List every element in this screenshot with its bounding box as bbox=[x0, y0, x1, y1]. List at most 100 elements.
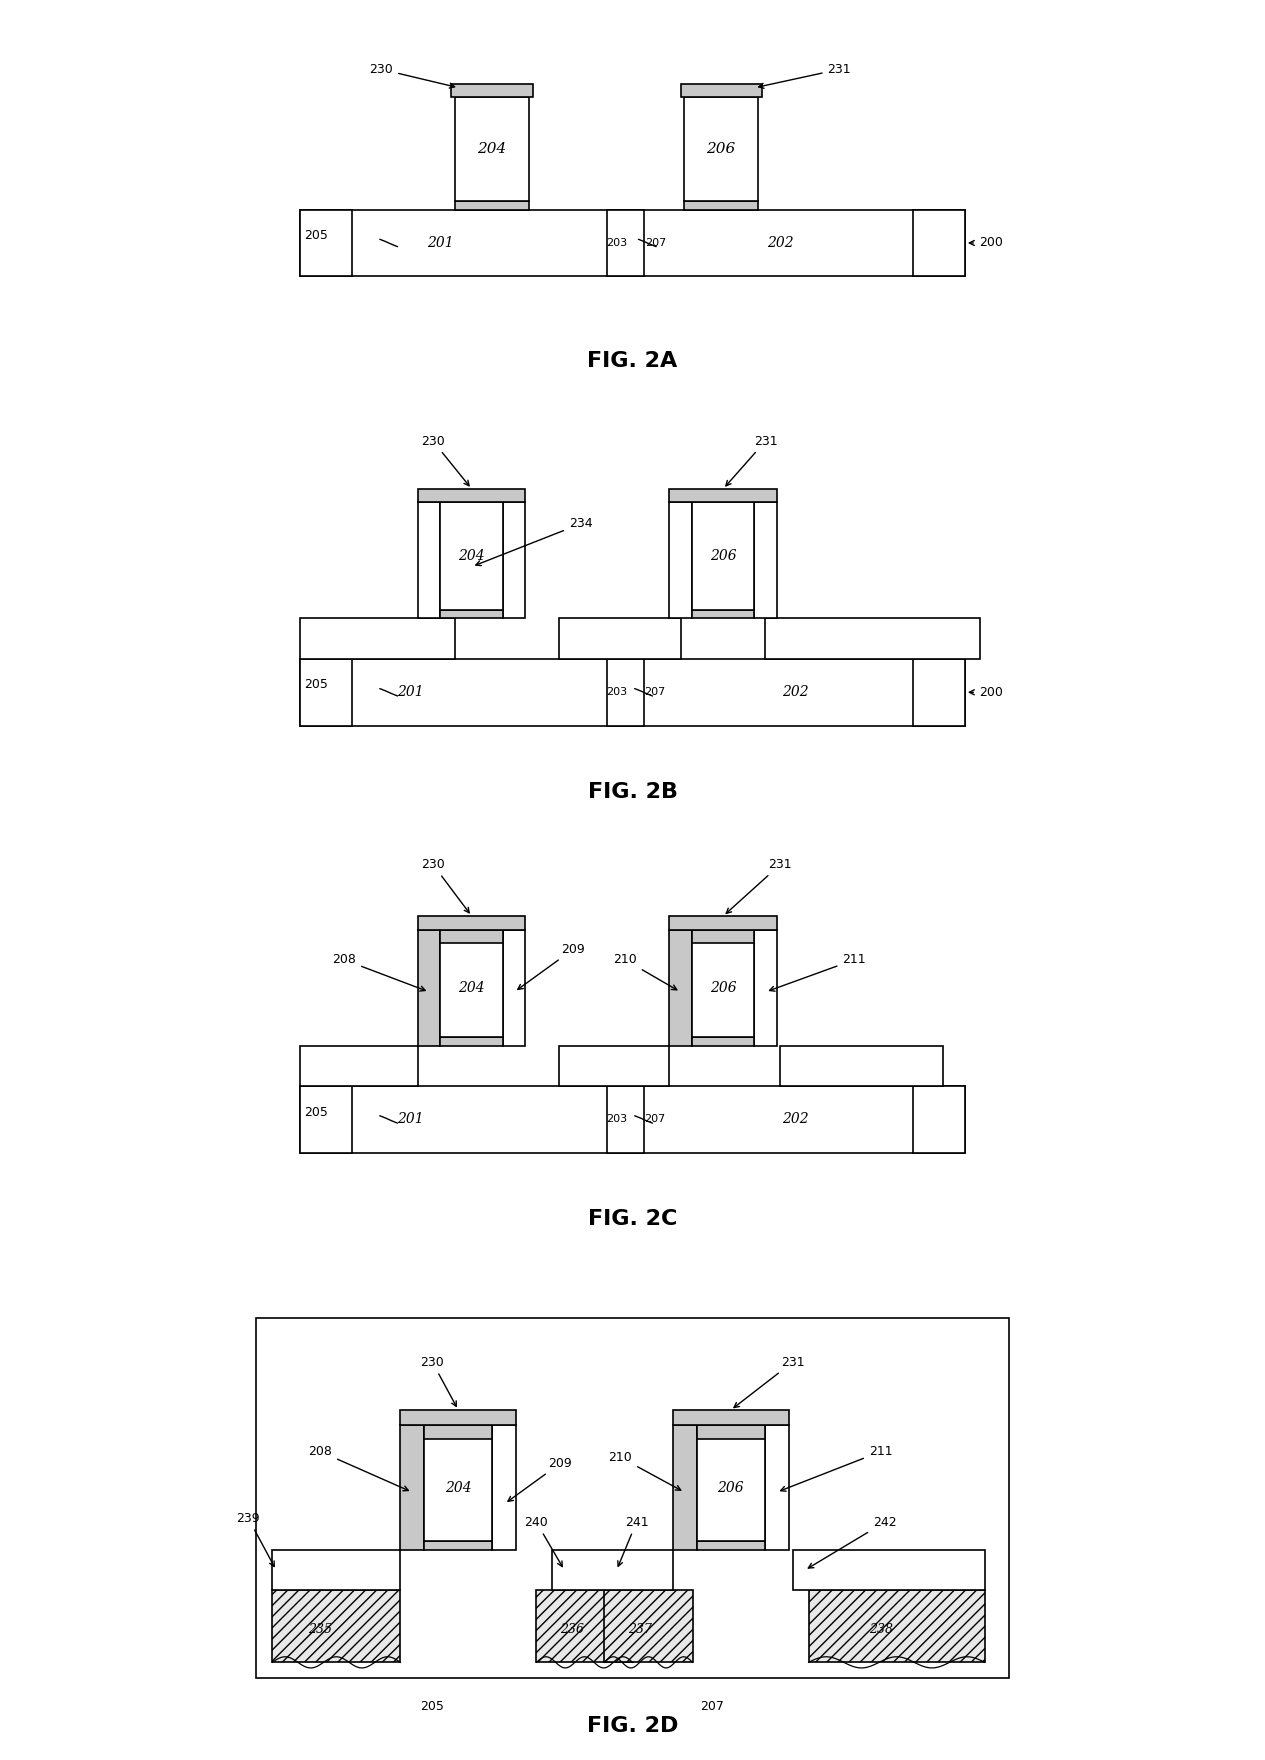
Text: 203: 203 bbox=[606, 1114, 626, 1125]
Text: 204: 204 bbox=[458, 549, 484, 563]
Polygon shape bbox=[684, 97, 758, 201]
Bar bbox=[424, 1424, 492, 1440]
Bar bbox=[419, 502, 440, 618]
Text: 200: 200 bbox=[969, 686, 1003, 699]
Bar bbox=[697, 1540, 764, 1551]
Bar bbox=[692, 502, 754, 609]
Bar bbox=[559, 1045, 669, 1086]
Bar bbox=[697, 1424, 764, 1440]
Text: 211: 211 bbox=[781, 1445, 892, 1491]
Text: 231: 231 bbox=[759, 63, 851, 88]
Bar bbox=[754, 929, 777, 1045]
Bar bbox=[536, 1591, 632, 1663]
Bar bbox=[607, 658, 644, 725]
Text: 209: 209 bbox=[517, 943, 586, 989]
Text: 237: 237 bbox=[629, 1623, 653, 1637]
Text: 203: 203 bbox=[606, 688, 626, 697]
Bar bbox=[440, 1037, 503, 1045]
Bar bbox=[419, 929, 440, 1045]
Bar bbox=[272, 1551, 400, 1591]
Text: 204: 204 bbox=[458, 982, 484, 996]
Text: 207: 207 bbox=[644, 688, 665, 697]
Text: FIG. 2A: FIG. 2A bbox=[587, 352, 678, 371]
Bar bbox=[300, 658, 352, 725]
Text: 204: 204 bbox=[477, 143, 507, 157]
Bar bbox=[559, 618, 681, 658]
Bar bbox=[669, 502, 692, 618]
Bar bbox=[697, 1424, 764, 1540]
Bar bbox=[692, 929, 754, 943]
Bar bbox=[781, 1045, 942, 1086]
Text: 208: 208 bbox=[333, 954, 425, 991]
Bar bbox=[424, 1424, 492, 1540]
Bar bbox=[424, 1540, 492, 1551]
Bar bbox=[419, 489, 525, 502]
Text: 211: 211 bbox=[769, 954, 867, 991]
Bar bbox=[673, 1410, 788, 1424]
Text: 236: 236 bbox=[560, 1623, 584, 1637]
Bar bbox=[793, 1551, 984, 1591]
Text: 205: 205 bbox=[305, 229, 328, 243]
Text: 201: 201 bbox=[397, 685, 424, 699]
Text: 202: 202 bbox=[782, 1112, 808, 1126]
Text: 200: 200 bbox=[969, 236, 1003, 250]
Bar bbox=[440, 609, 503, 618]
Bar bbox=[272, 1591, 400, 1663]
Text: 205: 205 bbox=[420, 1700, 444, 1712]
Bar bbox=[607, 209, 644, 276]
Bar bbox=[452, 84, 533, 97]
Bar bbox=[808, 1591, 984, 1663]
Text: 206: 206 bbox=[710, 549, 736, 563]
Bar bbox=[455, 201, 529, 209]
Text: 206: 206 bbox=[717, 1482, 744, 1496]
Text: 206: 206 bbox=[707, 143, 736, 157]
Text: 231: 231 bbox=[726, 435, 777, 486]
Text: 204: 204 bbox=[445, 1482, 472, 1496]
Text: 201: 201 bbox=[397, 1112, 424, 1126]
Bar bbox=[605, 1591, 692, 1663]
Text: 205: 205 bbox=[305, 1105, 328, 1119]
Bar bbox=[692, 1037, 754, 1045]
Text: 231: 231 bbox=[734, 1355, 805, 1408]
Bar bbox=[503, 929, 525, 1045]
Text: 230: 230 bbox=[369, 63, 454, 88]
Bar bbox=[764, 1424, 788, 1551]
Bar bbox=[300, 1086, 352, 1153]
Text: 238: 238 bbox=[869, 1623, 893, 1637]
Bar bbox=[913, 209, 965, 276]
Text: 201: 201 bbox=[428, 236, 454, 250]
Bar bbox=[440, 502, 503, 609]
Text: 207: 207 bbox=[645, 238, 667, 248]
Bar bbox=[669, 917, 777, 929]
Text: 208: 208 bbox=[309, 1445, 409, 1491]
Text: 206: 206 bbox=[710, 982, 736, 996]
Text: 242: 242 bbox=[808, 1515, 897, 1568]
Bar bbox=[300, 1045, 419, 1086]
Bar bbox=[503, 502, 525, 618]
Text: 239: 239 bbox=[237, 1512, 275, 1566]
Text: 203: 203 bbox=[606, 238, 626, 248]
Text: 210: 210 bbox=[608, 1450, 681, 1491]
Text: 230: 230 bbox=[421, 435, 469, 486]
Bar bbox=[913, 1086, 965, 1153]
Bar bbox=[684, 201, 758, 209]
Text: 234: 234 bbox=[476, 517, 592, 565]
Text: 207: 207 bbox=[644, 1114, 665, 1125]
Text: FIG. 2C: FIG. 2C bbox=[588, 1209, 677, 1228]
Bar bbox=[765, 618, 980, 658]
Polygon shape bbox=[455, 97, 529, 201]
Bar bbox=[681, 84, 762, 97]
Text: 207: 207 bbox=[701, 1700, 725, 1712]
Text: 240: 240 bbox=[525, 1515, 562, 1566]
Bar bbox=[440, 929, 503, 943]
Bar bbox=[913, 658, 965, 725]
Bar bbox=[300, 1086, 965, 1153]
Bar bbox=[440, 929, 503, 1037]
Bar bbox=[673, 1424, 697, 1551]
Bar bbox=[300, 658, 965, 725]
Bar bbox=[300, 209, 965, 276]
Bar bbox=[669, 489, 777, 502]
Bar bbox=[492, 1424, 516, 1551]
Text: 205: 205 bbox=[305, 678, 328, 692]
Text: FIG. 2D: FIG. 2D bbox=[587, 1716, 678, 1737]
